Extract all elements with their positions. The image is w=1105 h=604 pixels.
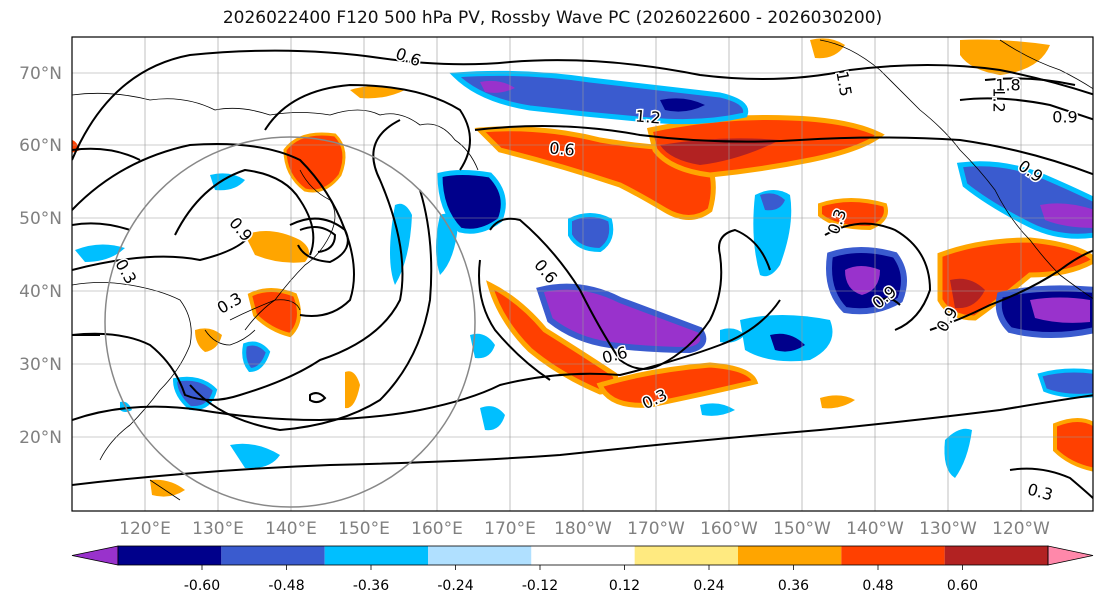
lon-tick-label: 120°W [992, 519, 1050, 539]
lat-tick-label: 30°N [19, 355, 62, 375]
lon-tick-label: 130°E [192, 519, 244, 539]
lat-tick-label: 60°N [19, 136, 62, 156]
lat-tick-label: 40°N [19, 282, 62, 302]
colorbar-tick-label: -0.36 [353, 578, 389, 594]
colorbar-tick-label: 0.36 [778, 578, 809, 594]
lon-tick-label: 180°W [554, 519, 612, 539]
lon-tick-label: 160°W [700, 519, 758, 539]
colorbar-tick-label: 0.48 [862, 578, 893, 594]
lat-tick-label: 70°N [19, 64, 62, 84]
reference-circle [104, 136, 476, 508]
colorbar-segment [634, 546, 738, 565]
map-border [71, 36, 1094, 512]
lon-tick-label: 160°E [411, 519, 463, 539]
lon-tick-label: 150°E [338, 519, 390, 539]
colorbar-tick-label: -0.24 [437, 578, 473, 594]
colorbar-segment [531, 546, 635, 565]
lon-tick-label: 150°W [773, 519, 831, 539]
map-title: 2026022400 F120 500 hPa PV, Rossby Wave … [222, 8, 883, 28]
coastlines [72, 39, 1093, 501]
colorbar-extend-low [71, 545, 119, 566]
pv-contours [72, 49, 1093, 500]
graticule [72, 37, 1093, 511]
longitude-labels: 120°E 130°E 140°E 150°E 160°E 170°E 180°W 170°W… [119, 519, 1050, 539]
colorbar-segment [738, 546, 842, 565]
colorbar-segment [118, 546, 222, 565]
colorbar-extend-high [1047, 545, 1094, 566]
colorbar-segment [324, 546, 428, 565]
colorbar-tick-label: 0.24 [693, 578, 724, 594]
colorbar-segment [944, 546, 1048, 565]
colorbar-segment [841, 546, 945, 565]
lon-tick-label: 140°W [846, 519, 904, 539]
colorbar: -0.60 -0.48 -0.36 -0.24 -0.12 0.12 0.24 0.36 0.4… [71, 545, 1094, 594]
colorbar-segment [221, 546, 325, 565]
contour-label: 1.2 [635, 106, 662, 127]
contour-label: 1.2 [990, 87, 1009, 112]
lat-tick-label: 50°N [19, 209, 62, 229]
colorbar-tick-label: -0.12 [522, 578, 558, 594]
lat-tick-label: 20°N [19, 428, 62, 448]
latitude-labels: 70°N 60°N 50°N 40°N 30°N 20°N [19, 64, 62, 448]
pv-anomaly-fills [72, 38, 1093, 497]
lon-tick-label: 130°W [919, 519, 977, 539]
lon-tick-label: 120°E [119, 519, 171, 539]
colorbar-segment [428, 546, 532, 565]
contour-label: 0.9 [1052, 108, 1077, 127]
colorbar-tick-label: -0.48 [268, 578, 304, 594]
lon-tick-label: 140°E [265, 519, 317, 539]
contour-label: 0.6 [549, 138, 576, 159]
lon-tick-label: 170°W [627, 519, 685, 539]
colorbar-frame [117, 545, 1049, 566]
contour-label: 1.5 [832, 70, 855, 98]
lon-tick-label: 170°E [484, 519, 536, 539]
colorbar-tick-label: 0.60 [947, 578, 978, 594]
colorbar-tick-label: 0.12 [609, 578, 640, 594]
contour-label: 1.8 [995, 76, 1020, 95]
colorbar-tick-label: -0.60 [184, 578, 220, 594]
